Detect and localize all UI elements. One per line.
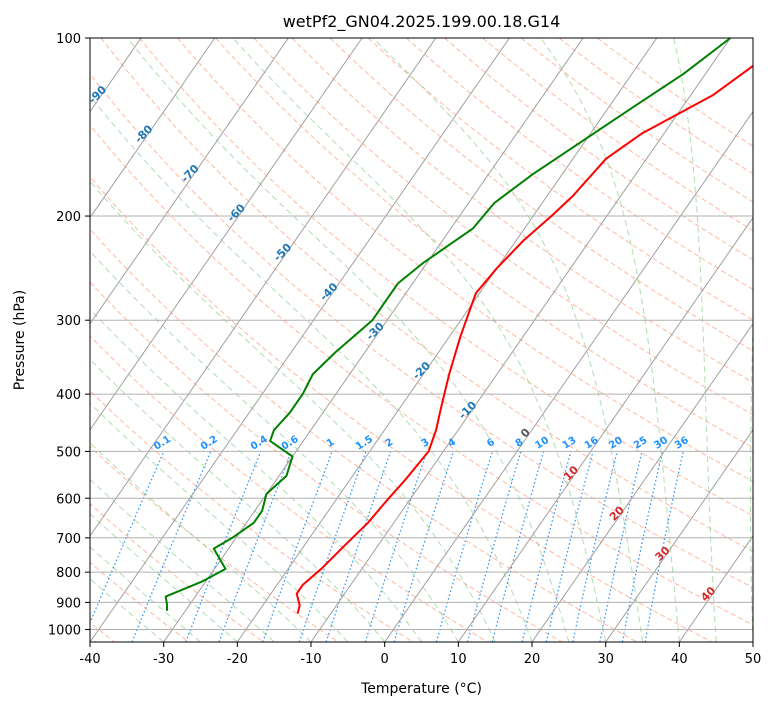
mixing-ratio-line — [466, 451, 522, 642]
mixing-ratio-line — [364, 451, 428, 642]
y-tick-label: 200 — [56, 210, 81, 225]
x-tick-label: 0 — [381, 652, 389, 667]
mixing-ratio-line — [131, 451, 212, 642]
moist-adiabat-line — [372, 38, 643, 642]
isotherm-line — [90, 38, 363, 431]
dry-adiabat-line — [482, 38, 753, 232]
x-tick-label: 50 — [745, 652, 762, 667]
dry-adiabat-line — [90, 335, 488, 642]
moist-adiabats — [90, 38, 753, 642]
moist-adiabat-line — [90, 546, 201, 642]
pressure-gridlines — [90, 38, 753, 630]
mixing-ratio-line — [298, 451, 367, 642]
isotherm-line — [678, 535, 753, 642]
dry-adiabat-line — [90, 281, 563, 642]
isotherm-line — [384, 110, 753, 642]
y-tick-label: 600 — [56, 492, 81, 507]
mixing-ratio-line — [185, 451, 262, 642]
mixing-ratio-label: 8 — [514, 437, 526, 450]
x-tick-label: 30 — [597, 652, 614, 667]
dry-adiabat-line — [90, 176, 712, 642]
moist-adiabat-line — [90, 95, 533, 642]
y-tick-label: 1000 — [48, 623, 81, 638]
dry-adiabat-line — [520, 38, 753, 203]
dry-adiabat-line — [100, 38, 753, 552]
x-tick-label: 20 — [524, 652, 541, 667]
x-tick-label: -40 — [79, 652, 100, 667]
mixing-ratio-line — [521, 451, 572, 642]
isotherm-line — [163, 38, 584, 642]
dry-adiabat-line — [253, 38, 753, 416]
isotherm-line — [310, 38, 731, 642]
mixing-ratio-label: 4 — [446, 437, 458, 450]
sounding-profile-line — [295, 64, 753, 614]
y-tick-label: 400 — [56, 388, 81, 403]
y-tick-label: 300 — [56, 314, 81, 329]
mixing-ratio-label: 3 — [420, 437, 432, 450]
plot-area: 0.10.20.40.611.52346810131620253036-100-… — [90, 38, 753, 642]
x-axis: -40 -30 -20 -10 0 10 20 30 40 50 — [79, 642, 761, 667]
y-axis: 100 200 300 400 500 600 700 800 900 1000 — [48, 32, 90, 638]
x-tick-label: 40 — [671, 652, 688, 667]
mixing-ratio-line — [218, 451, 293, 642]
isotherm-line — [90, 38, 437, 537]
x-axis-label: Temperature (°C) — [360, 681, 482, 697]
moist-adiabat-line — [750, 306, 753, 642]
dry-adiabat-line — [90, 73, 753, 589]
dry-adiabat-line — [90, 503, 264, 642]
mixing-ratio-line — [325, 451, 392, 642]
mixing-ratio-label: 2 — [384, 437, 396, 450]
isotherm-line — [90, 38, 216, 219]
mixing-ratio-line — [435, 451, 493, 642]
y-tick-label: 100 — [56, 32, 81, 47]
isotherm-line — [90, 38, 289, 325]
x-tick-label: -20 — [227, 652, 248, 667]
y-axis-label: Pressure (hPa) — [12, 290, 28, 390]
isotherm-line — [531, 322, 753, 642]
y-tick-label: 700 — [56, 532, 81, 547]
moist-adiabat-line — [90, 513, 238, 642]
moist-adiabat-line — [673, 38, 717, 642]
dry-adiabat-line — [291, 38, 753, 383]
y-tick-label: 900 — [56, 596, 81, 611]
mixing-ratio-line — [90, 451, 165, 625]
moist-adiabat-line — [90, 308, 422, 642]
x-tick-label: -10 — [300, 652, 321, 667]
mixing-ratio-line — [545, 451, 594, 642]
isotherm-line — [605, 428, 753, 642]
moist-adiabat-line — [90, 578, 165, 642]
isotherm-line — [90, 38, 510, 642]
dry-adiabat-line — [329, 38, 753, 352]
y-tick-label: 500 — [56, 445, 81, 460]
dry-adiabat-line — [90, 445, 339, 642]
dry-adiabat-line — [367, 38, 753, 321]
moist-adiabat-line — [90, 180, 496, 642]
isotherm-line — [457, 216, 753, 642]
x-tick-label: -30 — [153, 652, 174, 667]
dry-adiabat-line — [90, 124, 753, 626]
moist-adiabat-line — [540, 38, 680, 642]
mixing-ratio-label: 1 — [325, 437, 337, 450]
sounding-profile-line — [164, 38, 732, 611]
plot-frame — [89, 37, 754, 643]
dry-adiabat-line — [558, 38, 753, 175]
moist-adiabat-line — [127, 38, 570, 642]
y-tick-label: 800 — [56, 566, 81, 581]
moist-adiabat-line — [90, 478, 275, 642]
mixing-ratio-lines — [90, 451, 684, 642]
x-tick-label: 10 — [450, 652, 467, 667]
mixing-ratio-label: 6 — [485, 437, 497, 450]
chart-title: wetPf2_GN04.2025.199.00.18.G14 — [283, 12, 561, 32]
moist-adiabat-line — [90, 358, 386, 642]
moist-adiabat-line — [232, 38, 607, 642]
dry-adiabat-line — [90, 228, 638, 642]
series — [164, 38, 753, 614]
dry-adiabats — [90, 38, 753, 642]
dry-adiabat-line — [444, 38, 753, 261]
mixing-ratio-line — [262, 451, 333, 642]
